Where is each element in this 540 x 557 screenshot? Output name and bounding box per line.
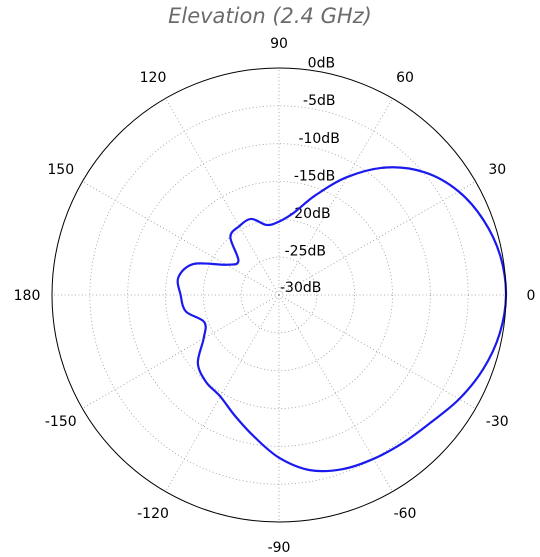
radial-tick-label: -25dB <box>285 243 326 259</box>
grid-spoke <box>82 181 280 296</box>
grid-ring <box>202 218 356 372</box>
series-group <box>176 166 508 473</box>
series-line <box>176 166 508 473</box>
angle-tick-label: -120 <box>137 506 169 522</box>
grid-spoke <box>165 294 280 492</box>
angle-tick-label: -90 <box>268 540 291 556</box>
grid-spoke <box>165 98 280 296</box>
grid-spoke <box>278 294 393 492</box>
angle-tick-label: 180 <box>14 288 41 304</box>
polar-grid <box>52 68 506 522</box>
angle-tick-labels: 0 30 60 90 120 150 180 -150 -120 -90 -60 -30 <box>14 36 536 556</box>
angle-tick-label: -60 <box>394 506 417 522</box>
radial-tick-label: -15dB <box>294 168 335 184</box>
radial-tick-label: -5dB <box>303 93 335 109</box>
outer-ring <box>51 67 507 523</box>
radial-tick-label: -20dB <box>289 206 330 222</box>
angle-tick-label: -150 <box>45 414 77 430</box>
grid-spoke <box>278 181 476 296</box>
grid-ring <box>240 256 318 334</box>
chart-title: Elevation (2.4 GHz) <box>168 4 372 28</box>
radial-tick-label: -30dB <box>280 280 321 296</box>
angle-tick-label: 150 <box>47 162 74 178</box>
radial-tick-label: -10dB <box>298 131 339 147</box>
angle-tick-label: 0 <box>527 288 536 304</box>
grid-ring <box>165 181 393 409</box>
grid-spoke <box>278 98 393 296</box>
grid-spoke <box>278 294 476 409</box>
radial-tick-label: 0dB <box>308 56 335 72</box>
angle-tick-label: 90 <box>270 36 288 52</box>
angle-tick-label: 120 <box>140 70 167 86</box>
angle-tick-label: -30 <box>486 414 509 430</box>
radial-tick-labels: 0dB -5dB -10dB -15dB -20dB -25dB -30dB <box>280 56 340 296</box>
angle-tick-label: 60 <box>396 70 414 86</box>
angle-tick-label: 30 <box>488 162 506 178</box>
grid-spoke <box>82 294 280 409</box>
